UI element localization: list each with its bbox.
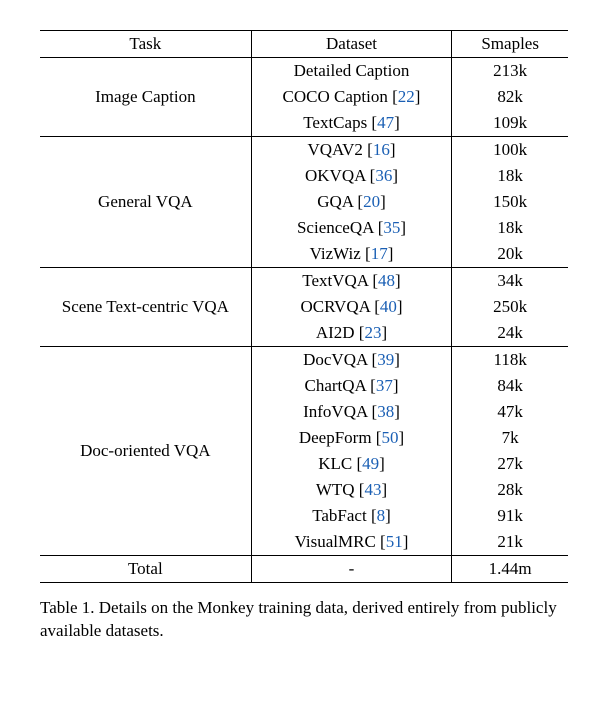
total-samples: 1.44m <box>452 556 568 583</box>
samples-cell: 150k <box>452 189 568 215</box>
table-caption: Table 1. Details on the Monkey training … <box>40 597 568 643</box>
samples-cell: 20k <box>452 241 568 268</box>
header-samples: Smaples <box>452 31 568 58</box>
citation-link[interactable]: 23 <box>364 323 381 342</box>
dataset-cell: KLC [49] <box>251 451 452 477</box>
samples-cell: 109k <box>452 110 568 137</box>
dataset-cell: OKVQA [36] <box>251 163 452 189</box>
dataset-cell: ChartQA [37] <box>251 373 452 399</box>
citation-link[interactable]: 16 <box>373 140 390 159</box>
dataset-cell: VisualMRC [51] <box>251 529 452 556</box>
citation-link[interactable]: 22 <box>398 87 415 106</box>
total-row: Total-1.44m <box>40 556 568 583</box>
dataset-cell: OCRVQA [40] <box>251 294 452 320</box>
citation-link[interactable]: 49 <box>362 454 379 473</box>
samples-cell: 28k <box>452 477 568 503</box>
total-task: Total <box>40 556 251 583</box>
dataset-cell: DeepForm [50] <box>251 425 452 451</box>
dataset-cell: VQAV2 [16] <box>251 137 452 164</box>
samples-cell: 18k <box>452 215 568 241</box>
samples-cell: 24k <box>452 320 568 347</box>
citation-link[interactable]: 17 <box>371 244 388 263</box>
samples-cell: 91k <box>452 503 568 529</box>
header-task: Task <box>40 31 251 58</box>
table-row: Image CaptionDetailed Caption213k <box>40 58 568 85</box>
dataset-cell: DocVQA [39] <box>251 347 452 374</box>
citation-link[interactable]: 43 <box>364 480 381 499</box>
dataset-cell: TextCaps [47] <box>251 110 452 137</box>
citation-link[interactable]: 50 <box>381 428 398 447</box>
citation-link[interactable]: 47 <box>377 113 394 132</box>
dataset-cell: TabFact [8] <box>251 503 452 529</box>
citation-link[interactable]: 39 <box>377 350 394 369</box>
dataset-cell: InfoVQA [38] <box>251 399 452 425</box>
dataset-cell: AI2D [23] <box>251 320 452 347</box>
citation-link[interactable]: 8 <box>377 506 386 525</box>
training-data-table: Task Dataset Smaples Image CaptionDetail… <box>40 30 568 583</box>
samples-cell: 21k <box>452 529 568 556</box>
samples-cell: 118k <box>452 347 568 374</box>
table-row: Scene Text-centric VQATextVQA [48]34k <box>40 268 568 295</box>
samples-cell: 18k <box>452 163 568 189</box>
citation-link[interactable]: 40 <box>380 297 397 316</box>
header-dataset: Dataset <box>251 31 452 58</box>
samples-cell: 47k <box>452 399 568 425</box>
table-header-row: Task Dataset Smaples <box>40 31 568 58</box>
total-dataset: - <box>251 556 452 583</box>
task-cell: General VQA <box>40 137 251 268</box>
samples-cell: 34k <box>452 268 568 295</box>
citation-link[interactable]: 51 <box>386 532 403 551</box>
citation-link[interactable]: 35 <box>383 218 400 237</box>
citation-link[interactable]: 38 <box>377 402 394 421</box>
samples-cell: 213k <box>452 58 568 85</box>
samples-cell: 7k <box>452 425 568 451</box>
dataset-cell: VizWiz [17] <box>251 241 452 268</box>
table-row: Doc-oriented VQADocVQA [39]118k <box>40 347 568 374</box>
citation-link[interactable]: 48 <box>378 271 395 290</box>
samples-cell: 82k <box>452 84 568 110</box>
task-cell: Doc-oriented VQA <box>40 347 251 556</box>
dataset-cell: ScienceQA [35] <box>251 215 452 241</box>
task-cell: Scene Text-centric VQA <box>40 268 251 347</box>
citation-link[interactable]: 36 <box>375 166 392 185</box>
task-cell: Image Caption <box>40 58 251 137</box>
dataset-cell: TextVQA [48] <box>251 268 452 295</box>
samples-cell: 250k <box>452 294 568 320</box>
citation-link[interactable]: 20 <box>363 192 380 211</box>
dataset-cell: GQA [20] <box>251 189 452 215</box>
dataset-cell: Detailed Caption <box>251 58 452 85</box>
samples-cell: 84k <box>452 373 568 399</box>
samples-cell: 27k <box>452 451 568 477</box>
dataset-cell: WTQ [43] <box>251 477 452 503</box>
dataset-cell: COCO Caption [22] <box>251 84 452 110</box>
citation-link[interactable]: 37 <box>376 376 393 395</box>
table-row: General VQAVQAV2 [16]100k <box>40 137 568 164</box>
samples-cell: 100k <box>452 137 568 164</box>
